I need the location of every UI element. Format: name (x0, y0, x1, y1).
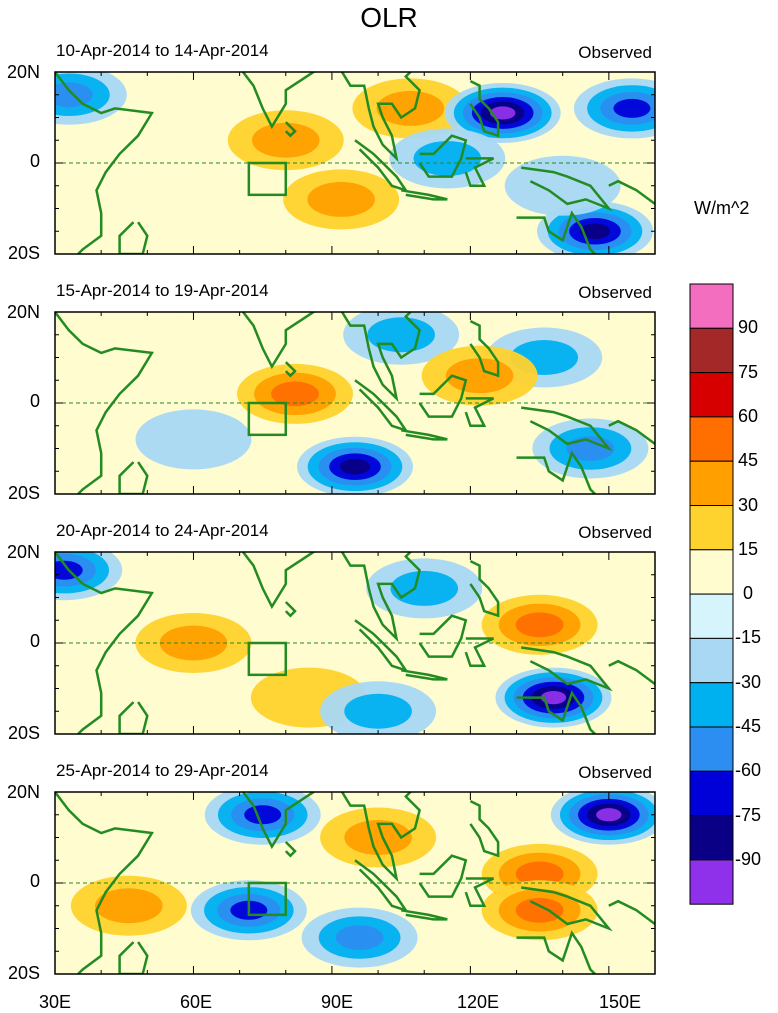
map-panel: 25-Apr-2014 to 29-Apr-2014 Observed (0, 760, 680, 1000)
colorbar-swatch (689, 859, 734, 905)
colorbar-label: -30 (734, 671, 762, 692)
lon-tick-label: 90E (320, 992, 354, 1012)
colorbar-swatch (689, 682, 734, 728)
colorbar-label: 30 (737, 494, 759, 515)
lat-tick-label: 20S (7, 963, 40, 983)
colorbar-swatch (689, 416, 734, 462)
lat-tick-label: 20S (7, 723, 40, 743)
colorbar-label: -75 (734, 804, 762, 825)
lat-tick-label: 20N (6, 302, 40, 322)
lat-tick-label: 0 (29, 391, 40, 411)
lat-tick-label: 20N (6, 782, 40, 802)
lat-tick-label: 0 (29, 871, 40, 891)
colorbar-unit: W/m^2 (694, 198, 750, 218)
lat-tick-label: 20S (7, 483, 40, 503)
lat-tick-label: 0 (29, 631, 40, 651)
colorbar-swatch (689, 637, 734, 684)
lat-tick-label: 20N (6, 542, 40, 562)
colorbar-label: -90 (734, 848, 762, 869)
colorbar-swatch (689, 327, 734, 374)
colorbar-swatch (689, 770, 734, 817)
colorbar-label: -15 (734, 627, 762, 648)
lat-tick-label: 20S (7, 243, 40, 263)
colorbar-swatch (689, 815, 734, 861)
colorbar-label: 45 (737, 450, 759, 471)
panel-period: 25-Apr-2014 to 29-Apr-2014 (56, 761, 269, 780)
lon-tick-label: 150E (598, 992, 642, 1012)
colorbar-label: 60 (737, 405, 759, 426)
colorbar-swatch (689, 593, 734, 639)
colorbar-label: 90 (737, 317, 759, 338)
colorbar-swatch (689, 549, 734, 595)
colorbar-swatch (689, 372, 734, 418)
colorbar-label: -45 (734, 716, 762, 736)
map-panel: 10-Apr-2014 to 14-Apr-2014 Observed (0, 40, 680, 280)
panel-period: 10-Apr-2014 to 14-Apr-2014 (56, 41, 269, 60)
lon-tick-label: 120E (456, 992, 500, 1012)
colorbar-swatch (689, 283, 734, 329)
colorbar-label: 15 (737, 538, 759, 559)
colorbar-label: -60 (734, 760, 762, 781)
colorbar-swatch (689, 726, 734, 772)
panel-label: Observed (578, 43, 652, 62)
lon-tick-label: 60E (179, 992, 213, 1012)
panel-period: 20-Apr-2014 to 24-Apr-2014 (56, 521, 269, 540)
chart-title: OLR (360, 2, 418, 33)
colorbar-swatch (689, 460, 734, 507)
colorbar-label: 0 (742, 583, 754, 604)
panel-label: Observed (578, 523, 652, 542)
panel-period: 15-Apr-2014 to 19-Apr-2014 (56, 281, 269, 300)
colorbar-label: 75 (737, 361, 759, 382)
colorbar-swatch (689, 505, 734, 551)
map-panel: 20-Apr-2014 to 24-Apr-2014 Observed (0, 520, 680, 760)
lat-tick-label: 0 (29, 151, 40, 171)
panel-label: Observed (578, 283, 652, 302)
panel-label: Observed (578, 763, 652, 782)
lon-tick-label: 30E (38, 992, 72, 1012)
map-panel: 15-Apr-2014 to 19-Apr-2014 Observed (0, 280, 680, 520)
lat-tick-label: 20N (6, 62, 40, 82)
